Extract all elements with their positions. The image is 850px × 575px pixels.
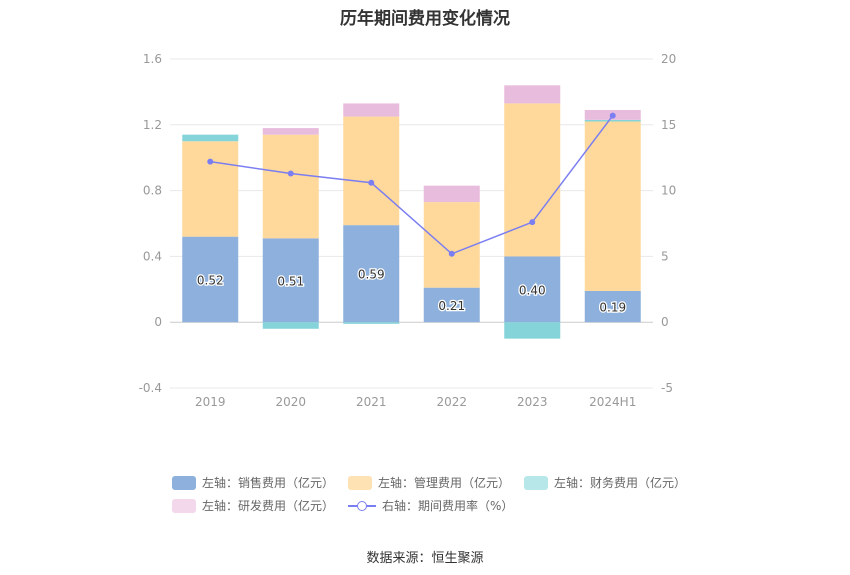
left-tick-label: 0: [154, 315, 162, 329]
bar-2023-series-3: [504, 85, 561, 104]
legend-label-rnd: 左轴：研发费用（亿元）: [202, 499, 335, 513]
legend-swatch-rnd: [172, 498, 196, 513]
bar-2022-series-0: [423, 287, 480, 323]
left-tick-label: 1.6: [143, 52, 162, 66]
right-tick-label: 0: [661, 315, 669, 329]
data-label-sales: 0.21: [438, 299, 465, 313]
data-label-sales: 0.40: [519, 283, 546, 297]
bar-layer: [182, 85, 641, 339]
left-tick-label: -0.4: [139, 381, 162, 395]
legend-item-rnd[interactable]: 左轴：研发费用（亿元）: [172, 497, 334, 514]
bar-2020-series-3: [262, 128, 319, 135]
legend-swatch-rate: [348, 499, 377, 513]
bar-2021-series-1: [343, 116, 400, 226]
bar-2023-series-0: [504, 256, 561, 323]
legend-item-admin[interactable]: 左轴：管理费用（亿元）: [348, 474, 510, 491]
bar-2020-series-1: [262, 134, 319, 239]
bar-2022-series-1: [423, 202, 480, 288]
legend-row-1: 左轴：销售费用（亿元） 左轴：管理费用（亿元） 左轴：财务费用（亿元）: [172, 474, 686, 491]
right-tick-label: -5: [661, 381, 673, 395]
bar-2019-series-0: [182, 236, 239, 323]
legend-label-sales: 左轴：销售费用（亿元）: [202, 476, 335, 490]
bar-2021-series-3: [343, 103, 400, 117]
grid-lines: [170, 58, 653, 389]
x-tick-label: 2023: [517, 395, 548, 409]
left-tick-label: 1.2: [143, 118, 162, 132]
bar-2024H1-series-0: [584, 290, 641, 323]
rate-point: [609, 112, 616, 119]
axis-layer: -0.4 0 0.4 0.8 1.2 1.6 -5 0 5 10 15 20 2019 2020 2021 2…: [139, 52, 677, 409]
x-tick-label: 2020: [275, 395, 306, 409]
x-tick-label: 2019: [195, 395, 226, 409]
legend-label-rate: 右轴：期间费用率（%）: [382, 499, 514, 513]
rate-line-layer: [207, 112, 616, 257]
bar-2019-series-1: [182, 141, 239, 237]
rate-point: [368, 179, 375, 186]
legend-swatch-admin: [348, 475, 373, 490]
legend-swatch-finance: [524, 475, 549, 490]
rate-point: [448, 250, 455, 257]
right-tick-label: 5: [661, 249, 669, 263]
x-tick-label: 2021: [356, 395, 387, 409]
data-label-sales: 0.19: [599, 301, 626, 315]
left-tick-label: 0.8: [143, 184, 162, 198]
right-tick-label: 15: [661, 118, 676, 132]
rate-line: [210, 115, 614, 255]
bar-2024H1-series-2: [584, 119, 641, 122]
rate-point: [207, 158, 214, 165]
legend-label-admin: 左轴：管理费用（亿元）: [378, 476, 511, 490]
bar-2020-series-2: [262, 322, 319, 329]
right-tick-label: 10: [661, 184, 676, 198]
left-tick-label: 0.4: [143, 249, 162, 263]
legend-item-sales[interactable]: 左轴：销售费用（亿元）: [172, 474, 334, 491]
legend-item-finance[interactable]: 左轴：财务费用（亿元）: [524, 474, 686, 491]
bar-2021-series-2: [343, 322, 400, 324]
legend-item-rate[interactable]: 右轴：期间费用率（%）: [348, 497, 513, 514]
legend-swatch-sales: [172, 475, 196, 490]
bar-2024H1-series-1: [584, 121, 641, 291]
bar-2023-series-1: [504, 103, 561, 257]
bar-2022-series-3: [423, 185, 480, 203]
legend-label-finance: 左轴：财务费用（亿元）: [554, 476, 687, 490]
bar-2021-series-0: [343, 225, 400, 323]
x-tick-label: 2022: [436, 395, 467, 409]
chart-title: 历年期间费用变化情况: [340, 9, 510, 29]
bar-2020-series-0: [262, 238, 319, 323]
data-label-sales: 0.59: [358, 268, 385, 282]
bar-2023-series-2: [504, 322, 561, 339]
right-tick-label: 20: [661, 52, 676, 66]
rate-point: [287, 170, 294, 177]
legend-row-2: 左轴：研发费用（亿元） 右轴：期间费用率（%）: [172, 497, 513, 514]
source-note: 数据来源：恒生聚源: [366, 551, 484, 566]
chart-plot: 0.52 0.51 0.59 0.21 0.40 0.19 -0.4 0 0.4 0.8 1.2 1…: [139, 52, 677, 409]
data-label-layer: 0.52 0.51 0.59 0.21 0.40 0.19: [196, 266, 628, 315]
x-tick-label: 2024H1: [589, 395, 636, 409]
rate-point: [529, 219, 536, 226]
data-label-sales: 0.52: [197, 273, 224, 287]
bar-2019-series-2: [182, 134, 239, 142]
data-label-sales: 0.51: [277, 274, 304, 288]
